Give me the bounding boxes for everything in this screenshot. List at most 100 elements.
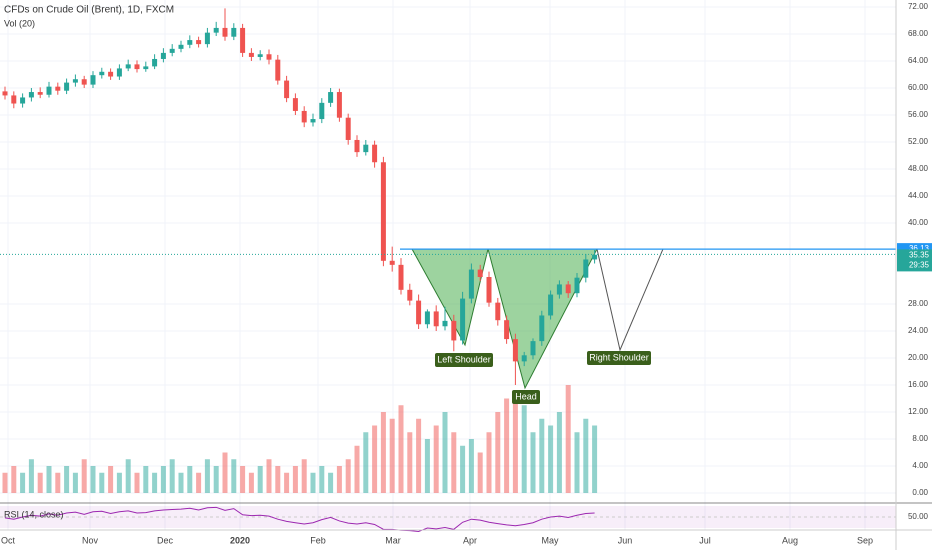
volume-bar — [442, 412, 448, 493]
candle-body — [442, 320, 448, 327]
volume-bar — [592, 425, 598, 493]
volume-bar — [495, 412, 501, 493]
volume-bar — [204, 459, 210, 493]
volume-bar — [345, 459, 351, 493]
candle-body — [433, 311, 439, 327]
right-shoulder-projection — [596, 248, 664, 352]
candle-body — [81, 79, 87, 85]
y-tick-label: 8.00 — [912, 434, 928, 443]
candle-body — [248, 52, 254, 57]
volume-bar — [99, 472, 105, 493]
volume-bar — [28, 459, 34, 493]
grid — [0, 0, 896, 530]
candle-body — [72, 79, 78, 83]
rsi-tick-label: 50.00 — [908, 512, 929, 521]
volume-bar — [451, 432, 457, 493]
volume-bar — [125, 459, 131, 493]
candle-body — [160, 52, 166, 59]
y-tick-label: 64.00 — [908, 56, 929, 65]
candle-body — [389, 260, 395, 265]
x-tick-label: Oct — [1, 535, 16, 545]
volume-bar — [372, 425, 378, 493]
countdown: 29:35 — [909, 260, 930, 269]
y-tick-label: 24.00 — [908, 326, 929, 335]
volume-bar — [363, 432, 369, 493]
candle-body — [196, 40, 202, 45]
volume-bar — [504, 398, 510, 493]
candle-body — [292, 98, 298, 111]
candle-body — [548, 294, 554, 316]
volume-bar — [583, 418, 589, 493]
candle-body — [240, 27, 246, 53]
x-tick-label: Aug — [782, 535, 798, 545]
volume-bar — [539, 418, 545, 493]
price-tag — [897, 249, 932, 272]
rsi-line — [4, 506, 595, 533]
candles — [0, 8, 896, 533]
y-tick-label: 12.00 — [908, 407, 929, 416]
candle-body — [416, 300, 422, 325]
candle-body — [328, 92, 334, 103]
volume-bar — [108, 466, 114, 493]
volume-bar — [72, 472, 78, 493]
candle-body — [2, 91, 8, 96]
volume-bar — [292, 466, 298, 493]
volume-bar — [116, 472, 122, 493]
volume-bar — [266, 459, 272, 493]
rsi-band — [0, 506, 896, 528]
volume-bar — [521, 405, 527, 493]
volume-bar — [530, 432, 536, 493]
candle-body — [363, 144, 369, 153]
volume-bar — [2, 472, 8, 493]
volume-bar — [64, 466, 70, 493]
label-box — [435, 353, 493, 367]
candle-body — [301, 110, 307, 123]
volume-bar — [548, 425, 554, 493]
candle-body — [486, 277, 492, 303]
candle-body — [64, 82, 70, 91]
candle-body — [169, 48, 175, 53]
volume-bar — [275, 466, 281, 493]
label-box — [587, 351, 651, 365]
volume-bar — [81, 459, 87, 493]
volume-label: Vol (20) — [4, 18, 35, 28]
candle-body — [495, 302, 501, 321]
candle-body — [266, 54, 272, 60]
candle-body — [222, 27, 228, 37]
candle-body — [512, 339, 518, 362]
chart-title: CFDs on Crude Oil (Brent), 1D, FXCM — [4, 5, 174, 16]
annotation: Right Shoulder — [589, 352, 649, 362]
candle-body — [178, 44, 184, 49]
candle-body — [336, 92, 342, 118]
volume-bar — [328, 472, 334, 493]
volume-bar — [477, 452, 483, 493]
y-tick-label: 28.00 — [908, 299, 929, 308]
volume-bar — [152, 472, 158, 493]
volume-bar — [301, 459, 307, 493]
candle-body — [468, 269, 474, 299]
candle-body — [460, 298, 466, 341]
candle-body — [565, 284, 571, 294]
annotation: Left Shoulder — [437, 354, 491, 364]
volume-bar — [178, 472, 184, 493]
candle-body — [143, 66, 149, 70]
price-tag-label: 36.13 — [909, 244, 930, 253]
candle-body — [125, 64, 131, 69]
volume-bar — [46, 466, 52, 493]
candle-body — [99, 71, 105, 76]
volume-bar — [407, 432, 413, 493]
volume-bar — [416, 418, 422, 493]
candle-body — [319, 102, 325, 120]
y-tick-label: 0.00 — [912, 488, 928, 497]
volume-bar — [468, 439, 474, 493]
volume-bar — [574, 432, 580, 493]
candle-body — [477, 269, 483, 277]
candle-body — [257, 54, 263, 57]
candle-body — [20, 97, 26, 104]
x-tick-label: Jun — [618, 535, 633, 545]
y-tick-label: 40.00 — [908, 218, 929, 227]
candle-body — [204, 32, 210, 45]
annotation-labels: Left Shoulder Head Right Shoulder — [435, 351, 651, 404]
volume-bar — [310, 472, 316, 493]
volume-bar — [187, 466, 193, 493]
